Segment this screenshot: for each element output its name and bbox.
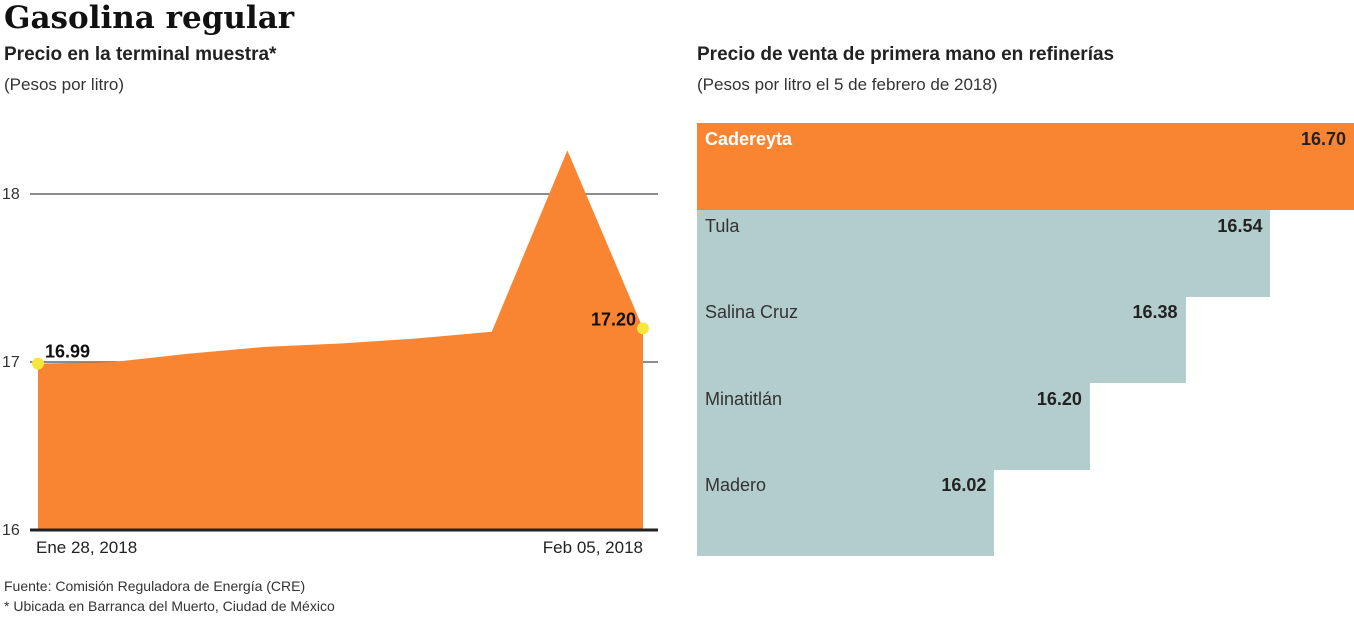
footer-note: * Ubicada en Barranca del Muerto, Ciudad… (4, 598, 335, 614)
bar-madero: Madero 16.02 (697, 469, 995, 556)
bar-value-label: 16.70 (1300, 129, 1346, 149)
bar-salina-cruz: Salina Cruz 16.38 (697, 296, 1186, 383)
bar-value-label: 16.20 (1036, 388, 1082, 409)
bar-value-label: 16.38 (1132, 302, 1178, 322)
data-label: 17.20 (591, 309, 636, 329)
bar-value-label: 16.02 (941, 475, 987, 495)
bar-cadereyta: Cadereyta 16.70 (697, 123, 1354, 210)
area-chart: 16 17 18 16.99 17.20 Ene 28, 2018 Feb 05, 2018 (2, 150, 658, 557)
footer-source: Fuente: Comisión Reguladora de Energía (… (4, 578, 306, 594)
x-tick-label: Ene 28, 2018 (36, 538, 137, 557)
chart-title: Gasolina regular (4, 0, 295, 36)
left-subtitle: Precio en la terminal muestra* (4, 44, 277, 65)
bar-value-label: 16.54 (1217, 215, 1263, 236)
x-tick-label: Feb 05, 2018 (543, 538, 643, 557)
data-point-marker (637, 322, 649, 335)
bar-minatitlán: Minatitlán 16.20 (697, 382, 1090, 470)
data-label: 16.99 (45, 342, 90, 362)
bar-category-label: Minatitlán (705, 388, 783, 409)
right-unit: (Pesos por litro el 5 de febrero de 2018… (697, 75, 998, 94)
bar-category-label: Cadereyta (705, 129, 793, 149)
data-point-marker (32, 357, 44, 370)
left-unit: (Pesos por litro) (4, 75, 124, 94)
y-tick-label: 18 (2, 186, 20, 203)
bar-category-label: Salina Cruz (705, 302, 799, 322)
y-tick-label: 17 (2, 354, 20, 371)
right-subtitle: Precio de venta de primera mano en refin… (697, 44, 1115, 65)
bar-category-label: Madero (705, 475, 767, 495)
area-series (38, 150, 643, 530)
y-tick-label: 16 (2, 522, 20, 539)
bar-tula: Tula 16.54 (697, 209, 1271, 297)
bar-category-label: Tula (705, 215, 740, 236)
